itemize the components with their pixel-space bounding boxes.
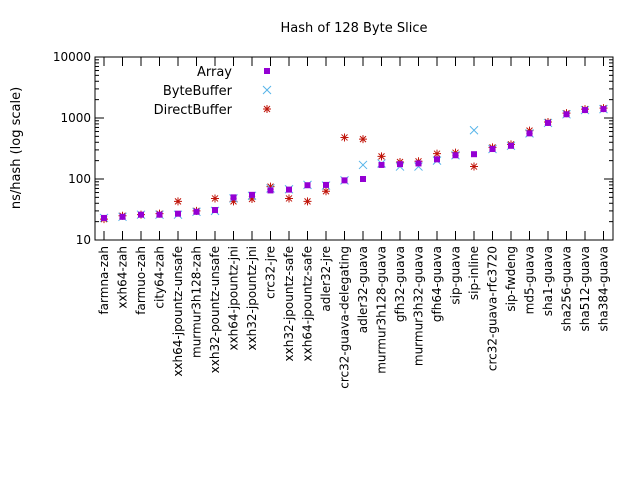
x-tick-label: murmur3h32-guava [412,246,426,366]
x-tick-label: crc32-guava-delegating [338,246,352,389]
data-point [378,161,385,168]
x-tick-label: sip-fwdeng [504,246,518,312]
data-point [156,211,163,218]
data-point [323,181,329,188]
data-point [508,142,514,149]
y-tick-label: 100 [68,172,91,186]
x-tick-label: sha1-guava [541,246,555,316]
data-point [230,194,237,201]
data-point [211,194,219,203]
x-tick-label: farmuo-zah [134,246,148,315]
data-point [360,176,366,182]
legend-label: ByteBuffer [163,84,233,99]
legend-marker [264,68,270,74]
data-point [249,191,255,198]
data-point [545,119,551,126]
x-tick-label: xxh32-pountz-unsafe [208,246,222,373]
y-tick-label: 1000 [60,111,91,125]
data-point [526,130,533,137]
x-tick-label: crc32-jre [264,246,278,299]
data-point [248,195,256,204]
x-tick-label: crc32-guava-rfc3720 [486,246,500,371]
x-tick-label: sip-guava [449,246,463,305]
legend-marker [263,105,271,113]
data-point [193,208,200,215]
data-point [563,111,570,118]
data-point [286,186,292,193]
data-point [415,160,422,167]
legend-marker [262,85,272,95]
x-tick-label: xxh32-jpountz-safe [282,246,296,361]
chart-title: Hash of 128 Byte Slice [281,21,428,36]
x-tick-label: sha512-guava [578,246,592,331]
data-point [303,197,312,206]
legend-label: Array [197,65,232,80]
x-tick-label: adler32-guava [356,246,370,333]
data-point [397,161,403,168]
data-point [377,152,386,161]
x-tick-label: xxh64-jpountz-unsafe [171,246,185,377]
data-point [138,211,144,218]
data-point [101,214,107,221]
x-tick-label: murmur3h128-guava [375,246,389,374]
x-tick-label: murmur3h128-zah [190,246,204,358]
data-point [452,152,459,159]
data-point [229,197,238,206]
data-point [119,213,126,220]
series-directbuffer [100,104,608,224]
data-point [266,182,275,191]
data-point [470,162,478,171]
data-point [304,182,311,189]
data-point [469,125,479,135]
x-tick-label: gfh32-guava [393,246,407,322]
data-point [471,151,477,158]
y-tick-label: 10000 [53,50,91,64]
plot-border [94,56,614,241]
data-point [285,194,293,203]
data-point [341,177,348,184]
x-tick-label: xxh64-jpountz-jni [227,246,241,351]
data-point [359,135,367,144]
x-tick-label: md5-guava [523,246,537,314]
data-point [358,160,368,170]
data-point [267,187,274,194]
data-point [433,149,441,158]
data-point [582,107,588,114]
x-tick-label: xxh64-zah [116,246,130,309]
x-tick-label: farmna-zah [97,246,111,315]
x-tick-label: xxh64-jpountz-safe [301,246,315,361]
y-tick-label: 10 [76,233,91,247]
data-marks [99,104,608,224]
y-axis-label: ns/hash (log scale) [9,87,24,209]
data-point [322,187,330,196]
x-tick-label: sha256-guava [560,246,574,331]
x-tick-label: adler32-jre [319,246,333,312]
x-tick-label: gfh64-guava [430,246,444,322]
data-point [600,106,607,113]
x-tick-label: xxh32-jpountz-jni [245,246,259,351]
data-point [489,146,496,153]
series-bytebuffer [99,104,608,223]
series-array [101,106,607,221]
x-tick-label: sip-inline [467,246,481,300]
x-axis: farmna-zah xxh64-zah farmuo-zah city64-zah x… [97,57,611,389]
data-point [340,133,349,142]
y-axis: 10 100 1000 10000 [53,50,613,247]
x-tick-label: sha384-guava [597,246,611,331]
data-point [174,197,182,206]
legend-label: DirectBuffer [154,103,233,118]
x-tick-label: city64-zah [153,246,167,309]
data-point [175,210,181,217]
data-point [434,156,440,163]
data-point [212,207,218,214]
legend: Array ByteBuffer DirectBuffer [154,65,272,118]
